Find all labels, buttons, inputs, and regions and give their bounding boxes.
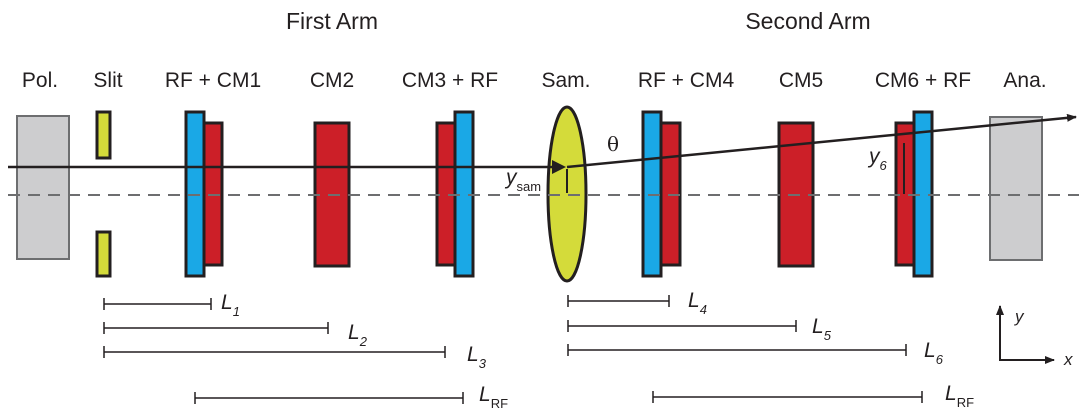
y-sam-label: ysam [504,166,541,194]
length-bar-l5 [567,320,797,332]
rf-cm1-label: RF + CM1 [165,69,261,92]
incoming-beam-arrowhead [552,160,566,174]
cm3-rf-label: CM3 + RF [402,69,498,92]
length-bar-lrf-first [194,392,464,404]
cm5-label: CM5 [779,69,823,92]
l1-label: L1 [221,291,240,319]
polarizer-block [16,115,70,260]
slit-lower-jaw [95,230,112,278]
cm2-coil [313,121,351,268]
length-bar-l1 [103,298,212,310]
length-bar-l4 [567,295,670,307]
length-bar-lrf-second [652,391,923,403]
analyzer-block [989,116,1043,261]
second-arm-heading: Second Arm [745,8,870,34]
first-arm-heading: First Arm [286,8,378,34]
l5-label: L5 [812,315,832,343]
sam-label: Sam. [541,69,590,92]
pol-label: Pol. [22,69,58,92]
l6-label: L6 [924,339,944,367]
length-bar-l6 [567,344,907,356]
y6-label: y6 [867,145,888,173]
ana-label: Ana. [1003,69,1046,92]
slit-upper-jaw [95,110,112,160]
length-bar-l3 [103,346,446,358]
cm2-label: CM2 [310,69,354,92]
lrf-second-label: LRF [945,382,974,410]
theta-label: θ [607,132,619,156]
lrf-first-label: LRF [479,383,508,411]
rf-cm4-label: RF + CM4 [638,69,735,92]
l3-label: L3 [467,343,487,371]
slit-label: Slit [93,69,122,92]
l2-label: L2 [348,321,368,349]
scattered-beam [566,113,1077,169]
cm6-rf-label: CM6 + RF [875,69,971,92]
l4-label: L4 [688,289,707,317]
length-bar-l2 [103,322,329,334]
y-axis-label: y [1014,307,1025,326]
x-axis-label: x [1063,350,1073,369]
